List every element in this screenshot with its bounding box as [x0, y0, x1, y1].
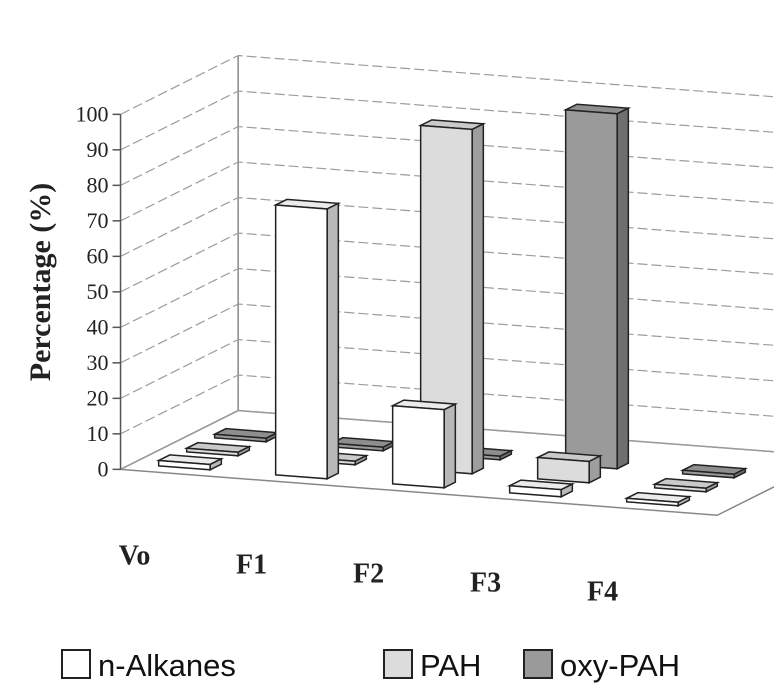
y-tick-label: 30	[87, 350, 109, 375]
gridline	[120, 196, 774, 257]
gridline	[120, 90, 774, 151]
bar-front	[157, 459, 211, 471]
gridline	[120, 409, 774, 470]
bar-front	[274, 204, 328, 480]
bars	[155, 103, 749, 507]
bar-side	[588, 454, 602, 484]
y-tick-label: 10	[87, 421, 109, 446]
legend: n-Alkanes PAH oxy-PAH	[61, 648, 680, 683]
bar	[211, 427, 281, 443]
legend-swatch	[383, 649, 413, 679]
bar	[651, 477, 721, 493]
legend-item: n-Alkanes	[61, 648, 236, 683]
category-labels: Vo F1 F2 F3 F4	[119, 541, 618, 608]
gridline	[120, 232, 774, 293]
bar-front	[536, 456, 590, 484]
y-tick-label: 90	[87, 137, 109, 162]
bar	[506, 479, 576, 498]
y-tick-label: 0	[98, 456, 109, 481]
bar	[623, 491, 693, 507]
gridline	[120, 374, 774, 435]
bar-front	[508, 484, 562, 498]
legend-swatch	[523, 649, 553, 679]
y-tick-label: 100	[76, 101, 109, 126]
legend-item: PAH	[383, 648, 481, 683]
legend-item: oxy-PAH	[523, 648, 680, 683]
bar	[679, 463, 749, 479]
bar	[328, 436, 398, 452]
gridline	[120, 125, 774, 186]
bar-front	[391, 404, 445, 489]
bar-side	[326, 202, 340, 480]
bar	[183, 441, 253, 457]
bar-front	[185, 447, 239, 457]
gridline	[120, 161, 774, 222]
gridline	[120, 338, 774, 399]
bar	[534, 451, 604, 484]
bar-front	[213, 433, 267, 443]
y-tick-label: 20	[87, 385, 109, 410]
bar	[155, 454, 225, 471]
bar-front	[653, 483, 707, 493]
bar-front	[625, 497, 679, 507]
bar-side	[471, 122, 485, 475]
category-label: F1	[236, 550, 267, 581]
bar	[562, 103, 632, 470]
y-tick-label: 40	[87, 314, 109, 339]
bar	[272, 198, 342, 480]
gridline	[120, 303, 774, 364]
category-label: F2	[353, 559, 384, 590]
bar-front	[681, 469, 735, 479]
bar	[417, 119, 487, 475]
y-axis-ticks: 0 10 20 30 40 50 60 70 80 90 100	[76, 101, 121, 481]
y-tick-label: 80	[87, 172, 109, 197]
gridline	[120, 267, 774, 328]
gridline	[120, 54, 774, 115]
y-tick-label: 60	[87, 243, 109, 268]
legend-label: PAH	[420, 648, 481, 683]
y-tick-label: 70	[87, 208, 109, 233]
legend-swatch	[61, 649, 91, 679]
legend-label: n-Alkanes	[98, 648, 236, 683]
category-label: F3	[470, 568, 501, 599]
category-label: F4	[587, 577, 618, 608]
y-axis-title: Percentage (%)	[24, 183, 57, 382]
bar-side	[616, 106, 630, 470]
bar	[389, 399, 459, 489]
y-tick-label: 50	[87, 279, 109, 304]
bar-front	[564, 109, 618, 470]
bar-side	[443, 402, 457, 489]
legend-label: oxy-PAH	[560, 648, 680, 683]
category-label: Vo	[119, 541, 151, 572]
